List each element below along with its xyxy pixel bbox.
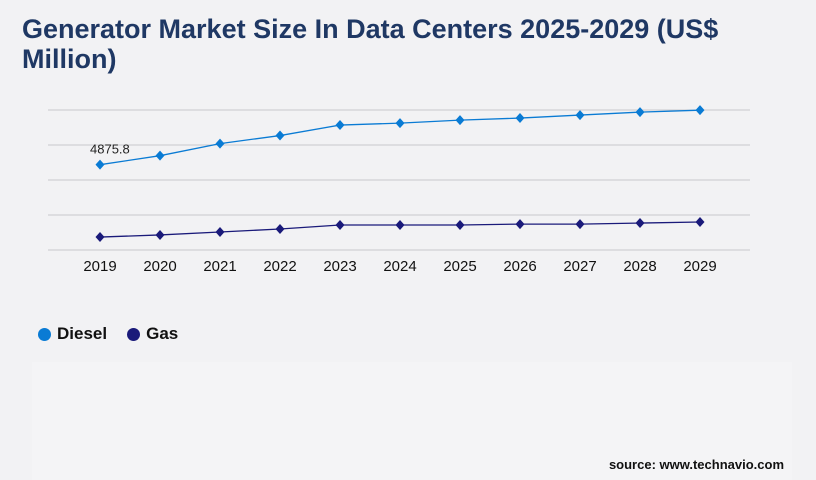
data-point-diesel: [695, 105, 705, 116]
x-tick-label: 2020: [143, 258, 176, 275]
data-point-diesel: [515, 113, 525, 124]
data-point-diesel: [215, 138, 225, 149]
data-point-diesel: [395, 118, 405, 129]
x-tick-label: 2029: [683, 258, 716, 275]
legend: Diesel Gas: [38, 324, 178, 344]
data-point-diesel: [335, 120, 345, 131]
data-label: 4875.8: [90, 142, 130, 157]
x-tick-label: 2023: [323, 258, 356, 275]
legend-label: Gas: [146, 324, 179, 343]
data-point-gas: [95, 232, 105, 243]
legend-label: Diesel: [57, 324, 108, 343]
x-tick-label: 2024: [383, 258, 416, 275]
x-tick-label: 2027: [563, 258, 596, 275]
data-point-gas: [215, 226, 225, 237]
data-point-diesel: [155, 150, 165, 161]
data-point-gas: [395, 219, 405, 230]
x-tick-label: 2019: [83, 258, 116, 275]
data-point-diesel: [95, 159, 105, 170]
data-point-gas: [575, 219, 585, 230]
diesel-marker-icon: [38, 327, 51, 341]
x-tick-label: 2028: [623, 258, 656, 275]
data-point-diesel: [275, 130, 285, 141]
data-point-gas: [275, 224, 285, 234]
legend-item-gas[interactable]: Gas: [127, 324, 178, 344]
data-point-gas: [335, 219, 345, 230]
x-tick-label: 2022: [263, 258, 296, 275]
chart-title: Generator Market Size In Data Centers 20…: [22, 14, 719, 74]
x-tick-label: 2026: [503, 258, 536, 275]
data-point-gas: [455, 219, 465, 230]
data-point-diesel: [575, 110, 585, 121]
gas-marker-icon: [127, 327, 141, 341]
data-point-gas: [155, 229, 165, 240]
data-point-diesel: [635, 107, 645, 118]
legend-item-diesel[interactable]: Diesel: [38, 324, 107, 344]
x-tick-label: 2021: [203, 258, 236, 275]
data-point-diesel: [455, 115, 465, 126]
data-point-gas: [515, 219, 525, 230]
x-tick-label: 2025: [443, 258, 476, 275]
background-panel: [32, 362, 792, 480]
line-chart: 2019 2020 2021 2022 2023 2024 2025 2026 2027 2028…: [48, 105, 750, 275]
source-text: source: www.technavio.com: [608, 457, 784, 472]
data-point-gas: [695, 217, 705, 227]
data-point-gas: [635, 218, 645, 229]
